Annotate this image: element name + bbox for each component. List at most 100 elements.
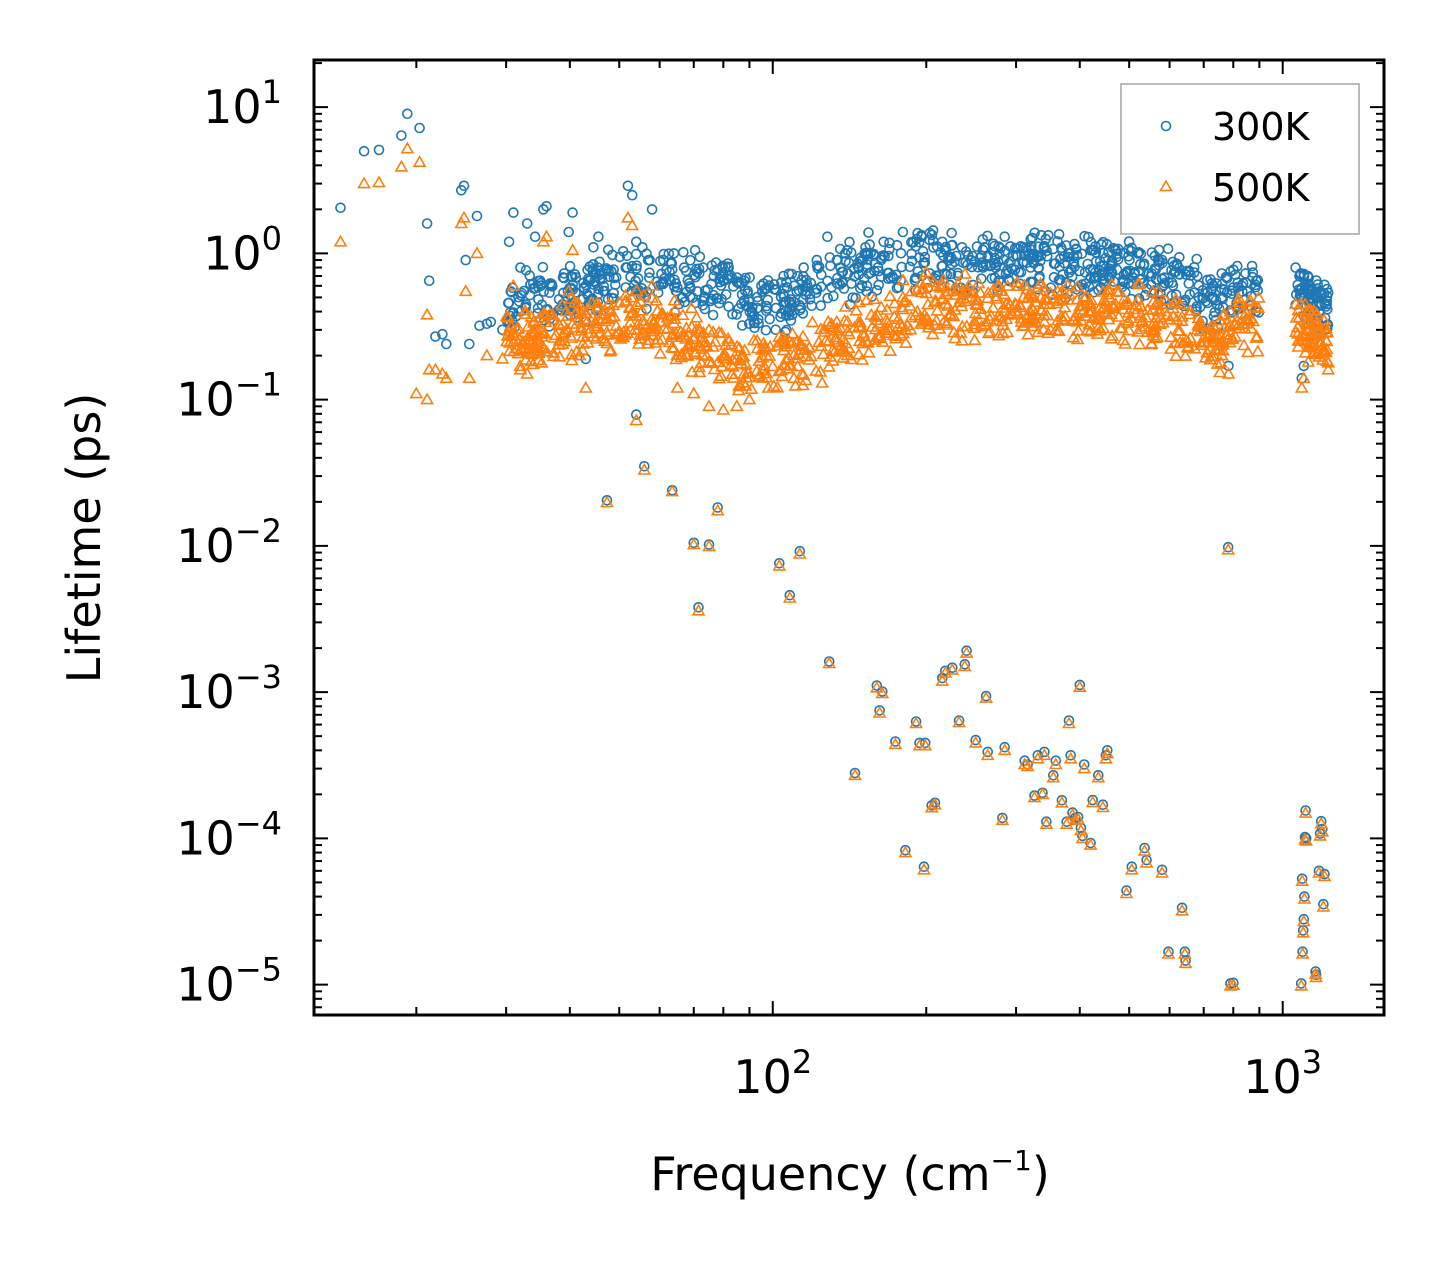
data-point-500k bbox=[502, 335, 517, 348]
data-point-500k bbox=[1124, 862, 1139, 875]
data-point-500k bbox=[695, 330, 710, 343]
data-point-500k bbox=[872, 705, 887, 718]
data-point-500k bbox=[888, 737, 903, 750]
data-point-300k bbox=[794, 545, 806, 557]
data-point-500k bbox=[1231, 291, 1246, 304]
data-point-500k bbox=[1036, 322, 1051, 335]
data-point-500k bbox=[785, 336, 800, 349]
data-point-500k bbox=[633, 328, 647, 341]
data-point-500k bbox=[1251, 301, 1266, 314]
data-point-500k bbox=[618, 288, 633, 301]
data-point-500k bbox=[1298, 297, 1312, 310]
data-point-300k bbox=[1068, 256, 1080, 267]
data-point-300k bbox=[896, 261, 908, 273]
data-point-300k bbox=[797, 294, 809, 305]
data-point-500k bbox=[1149, 311, 1164, 323]
data-point-500k bbox=[576, 336, 590, 349]
data-point-300k bbox=[999, 741, 1011, 753]
data-point-500k bbox=[716, 349, 731, 362]
data-point-500k bbox=[1168, 336, 1183, 349]
data-point-300k bbox=[773, 557, 785, 569]
data-point-300k bbox=[1290, 262, 1301, 273]
data-point-300k bbox=[525, 278, 536, 290]
y-tick-label: 10−5 bbox=[176, 951, 282, 1012]
data-point-500k bbox=[1068, 309, 1083, 322]
data-point-500k bbox=[524, 327, 539, 340]
data-point-500k bbox=[1016, 290, 1031, 303]
data-point-500k bbox=[537, 310, 552, 323]
data-point-500k bbox=[546, 349, 561, 362]
data-point-500k bbox=[1238, 321, 1252, 334]
data-point-300k bbox=[897, 226, 909, 238]
data-point-300k bbox=[1314, 285, 1325, 297]
x-tick-label-base: 10 bbox=[733, 1050, 792, 1104]
data-point-500k bbox=[1295, 946, 1310, 959]
data-point-300k bbox=[567, 207, 578, 218]
data-point-300k bbox=[1318, 898, 1329, 910]
data-point-500k bbox=[736, 349, 751, 362]
data-point-500k bbox=[945, 284, 960, 297]
data-point-500k bbox=[565, 317, 580, 329]
y-tick-label: 10−2 bbox=[176, 512, 282, 573]
data-point-300k bbox=[692, 286, 703, 297]
data-point-500k bbox=[1166, 301, 1180, 314]
x-tick-label: 102 bbox=[733, 1043, 812, 1104]
data-point-300k bbox=[458, 180, 470, 192]
data-point-300k bbox=[671, 285, 682, 297]
data-point-500k bbox=[686, 386, 701, 399]
data-point-500k bbox=[935, 292, 950, 305]
data-point-500k bbox=[458, 284, 473, 297]
data-point-300k bbox=[1089, 271, 1101, 282]
data-point-500k bbox=[608, 327, 623, 340]
data-point-300k bbox=[373, 144, 385, 156]
data-point-500k bbox=[696, 326, 711, 338]
data-point-300k bbox=[1002, 264, 1013, 276]
data-point-500k bbox=[996, 326, 1010, 339]
data-point-300k bbox=[753, 317, 764, 329]
data-point-300k bbox=[1123, 250, 1134, 262]
data-point-500k bbox=[1133, 299, 1148, 312]
data-point-500k bbox=[1066, 330, 1081, 343]
data-point-300k bbox=[513, 291, 524, 303]
data-point-300k bbox=[713, 297, 725, 309]
data-point-500k bbox=[929, 313, 944, 326]
data-point-500k bbox=[372, 175, 386, 188]
data-point-500k bbox=[1091, 320, 1106, 332]
data-point-500k bbox=[917, 313, 931, 326]
data-point-500k bbox=[1317, 313, 1331, 326]
x-tick-label-base: 10 bbox=[1243, 1050, 1302, 1104]
data-point-500k bbox=[967, 317, 982, 330]
data-point-300k bbox=[682, 275, 694, 286]
data-point-500k bbox=[730, 339, 744, 352]
data-point-300k bbox=[578, 277, 589, 289]
data-point-300k bbox=[1063, 715, 1075, 726]
data-point-500k bbox=[1039, 817, 1054, 830]
data-point-500k bbox=[1151, 304, 1166, 317]
data-point-500k bbox=[1319, 334, 1334, 347]
data-point-500k bbox=[787, 371, 801, 384]
data-point-500k bbox=[1200, 345, 1214, 358]
data-point-500k bbox=[908, 308, 923, 321]
data-point-500k bbox=[412, 155, 427, 167]
data-point-500k bbox=[888, 331, 903, 344]
data-point-300k bbox=[878, 236, 890, 248]
data-point-500k bbox=[596, 331, 610, 344]
data-point-500k bbox=[1240, 312, 1255, 325]
data-point-500k bbox=[858, 334, 873, 347]
data-point-300k bbox=[1079, 230, 1090, 242]
data-point-300k bbox=[1146, 268, 1157, 279]
data-point-500k bbox=[786, 348, 801, 361]
data-point-500k bbox=[1083, 838, 1098, 850]
data-point-500k bbox=[1145, 324, 1160, 337]
data-point-500k bbox=[702, 539, 716, 552]
data-point-500k bbox=[707, 362, 722, 375]
data-point-300k bbox=[760, 324, 772, 336]
data-point-300k bbox=[1017, 242, 1029, 253]
data-point-300k bbox=[642, 254, 654, 266]
data-point-300k bbox=[1066, 271, 1078, 283]
y-tick-label: 101 bbox=[203, 73, 282, 134]
data-point-500k bbox=[635, 303, 649, 316]
data-point-500k bbox=[869, 680, 884, 693]
data-point-500k bbox=[1251, 290, 1266, 303]
data-point-300k bbox=[657, 254, 669, 266]
